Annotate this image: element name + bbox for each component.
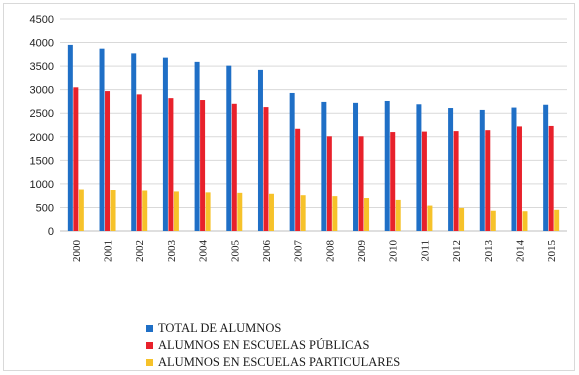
x-tick-label: 2004 [198, 240, 210, 263]
y-tick-label: 1000 [30, 179, 54, 191]
legend-item: TOTAL DE ALUMNOS [146, 320, 400, 337]
bar-total-2010 [384, 100, 390, 232]
y-tick-label: 1500 [30, 155, 54, 167]
bar-total-2007 [289, 92, 295, 231]
x-tick-label: 2007 [293, 240, 305, 263]
bars [67, 44, 560, 232]
bar-particulares-2009 [364, 198, 370, 231]
bar-particulares-2010 [395, 199, 401, 231]
x-tick-label: 2012 [451, 240, 463, 262]
y-tick-label: 0 [48, 226, 54, 238]
bar-publicas-2006 [263, 107, 269, 231]
y-axis-ticks: 0 500 1000 1500 2000 2500 3000 3500 4000 4500 [30, 14, 54, 238]
bar-total-2009 [353, 102, 359, 231]
bar-publicas-2001 [105, 91, 111, 231]
y-tick-label: 4000 [30, 38, 54, 50]
y-tick-label: 4500 [30, 14, 54, 26]
legend-swatch [146, 342, 153, 349]
legend-label: TOTAL DE ALUMNOS [158, 321, 282, 335]
x-tick-label: 2006 [261, 240, 273, 263]
x-tick-label: 2014 [514, 240, 526, 263]
bar-total-2012 [448, 108, 454, 231]
x-tick-label: 2010 [388, 240, 400, 263]
legend-label: ALUMNOS EN ESCUELAS PARTICULARES [158, 355, 401, 369]
bar-total-2008 [321, 101, 327, 231]
x-tick-label: 2000 [71, 240, 83, 263]
x-tick-label: 2002 [134, 240, 146, 262]
y-tick-label: 2500 [30, 108, 54, 120]
y-tick-label: 3500 [30, 61, 54, 73]
x-axis-ticks: 2000 2001 2002 2003 2004 2005 2006 2007 2008 2009… [71, 240, 558, 263]
legend-swatch [146, 325, 153, 332]
bar-particulares-2006 [268, 193, 274, 231]
x-tick-label: 2015 [546, 240, 558, 263]
bar-publicas-2000 [73, 87, 79, 231]
bar-particulares-2003 [173, 191, 179, 231]
bar-particulares-2014 [522, 211, 528, 231]
bar-particulares-2000 [78, 189, 84, 231]
bar-publicas-2014 [516, 126, 522, 231]
bar-total-2013 [479, 109, 485, 231]
bar-publicas-2012 [453, 131, 459, 231]
bar-publicas-2004 [200, 100, 206, 231]
y-tick-label: 2000 [30, 132, 54, 144]
bar-publicas-2013 [485, 130, 491, 231]
legend-item: ALUMNOS EN ESCUELAS PÚBLICAS [146, 337, 400, 354]
bar-total-2014 [511, 107, 517, 231]
bar-particulares-2013 [490, 210, 496, 231]
x-tick-label: 2011 [419, 240, 431, 262]
bar-total-2003 [162, 57, 168, 232]
x-tick-label: 2001 [103, 240, 115, 262]
bar-total-2002 [131, 53, 137, 231]
bar-total-2001 [99, 48, 105, 232]
bar-total-2015 [543, 104, 549, 231]
bar-particulares-2005 [237, 192, 243, 231]
legend-item: ALUMNOS EN ESCUELAS PARTICULARES [146, 354, 400, 371]
legend: TOTAL DE ALUMNOS ALUMNOS EN ESCUELAS PÚBL… [146, 320, 400, 371]
x-tick-label: 2005 [229, 240, 241, 263]
bar-total-2006 [257, 69, 263, 231]
y-tick-label: 3000 [30, 85, 54, 97]
bar-publicas-2015 [548, 125, 554, 231]
bar-publicas-2011 [421, 131, 427, 231]
x-tick-label: 2003 [166, 240, 178, 263]
bar-particulares-2001 [110, 190, 116, 231]
bar-total-2004 [194, 61, 200, 232]
bar-particulares-2015 [554, 209, 560, 231]
bar-particulares-2011 [427, 205, 433, 231]
bar-total-2000 [67, 44, 73, 232]
x-tick-label: 2009 [356, 240, 368, 263]
bar-publicas-2002 [136, 94, 142, 231]
bar-chart: 0 500 1000 1500 2000 2500 3000 3500 4000 4500 200… [30, 14, 567, 263]
bar-total-2005 [226, 65, 232, 231]
bar-total-2011 [416, 104, 422, 231]
bar-particulares-2007 [300, 195, 306, 231]
bar-publicas-2008 [326, 136, 332, 231]
bar-particulares-2004 [205, 192, 211, 231]
chart-frame: 0 500 1000 1500 2000 2500 3000 3500 4000 4500 200… [3, 3, 575, 371]
bar-publicas-2007 [295, 128, 301, 231]
bar-particulares-2008 [332, 196, 338, 231]
bar-particulares-2012 [459, 207, 465, 231]
bar-particulares-2002 [142, 190, 148, 231]
bar-publicas-2005 [231, 103, 237, 231]
legend-swatch [146, 359, 153, 366]
legend-label: ALUMNOS EN ESCUELAS PÚBLICAS [158, 338, 370, 352]
bar-publicas-2003 [168, 98, 174, 231]
y-tick-label: 500 [36, 202, 54, 214]
x-tick-label: 2008 [324, 240, 336, 263]
bar-publicas-2010 [390, 132, 396, 231]
x-tick-label: 2013 [483, 240, 495, 263]
bar-publicas-2009 [358, 136, 364, 231]
